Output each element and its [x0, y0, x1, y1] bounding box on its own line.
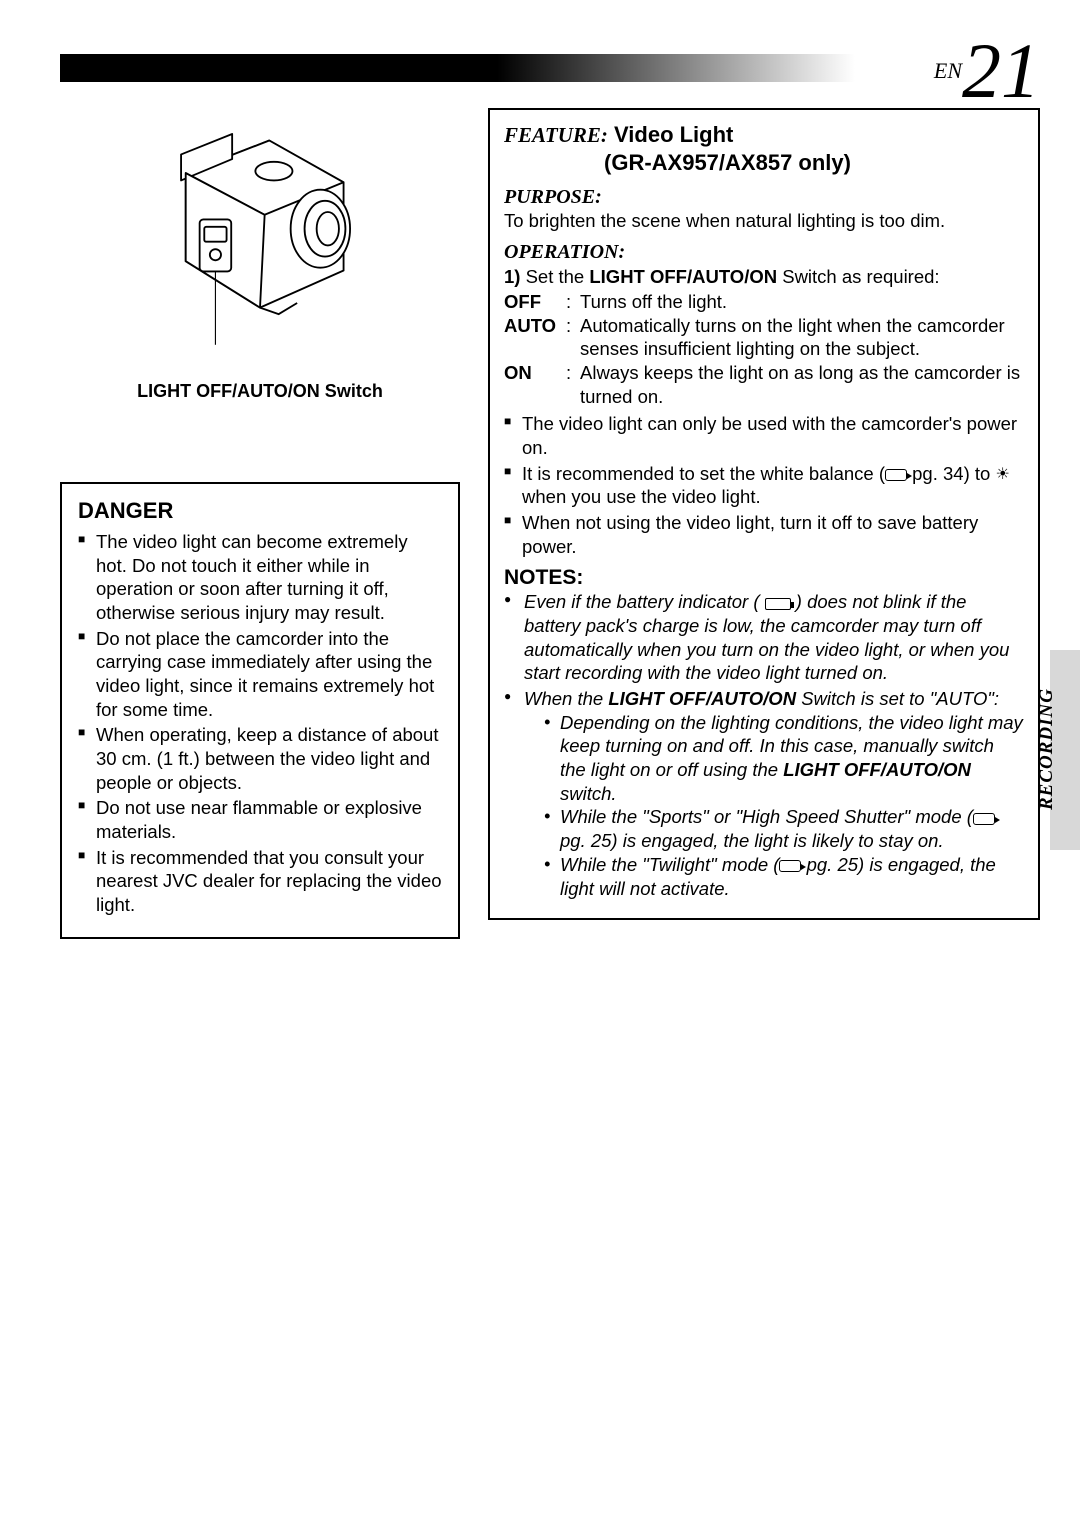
option-key: OFF: [504, 290, 566, 314]
page-ref-icon: [779, 860, 801, 872]
battery-icon: [765, 598, 791, 610]
page-header: EN 21: [60, 48, 1040, 90]
purpose-text: To brighten the scene when natural light…: [504, 209, 1024, 233]
page-lang: EN: [934, 58, 962, 84]
lamp-icon: ☀: [995, 465, 1009, 485]
page-number: 21: [962, 26, 1040, 116]
switch-options: OFF : Turns off the light. AUTO : Automa…: [504, 290, 1024, 408]
note-subitem: While the "Sports" or "High Speed Shutte…: [544, 805, 1024, 852]
note-subitem: Depending on the lighting conditions, th…: [544, 711, 1024, 806]
danger-title: DANGER: [78, 498, 442, 524]
danger-item: Do not use near flammable or explosive m…: [78, 796, 442, 843]
feature-panel: FEATURE: Video Light (GR-AX957/AX857 onl…: [488, 108, 1040, 920]
note-item: Even if the battery indicator ( ) does n…: [504, 590, 1024, 685]
step-text: Switch as required:: [777, 266, 939, 287]
danger-item: Do not place the camcorder into the carr…: [78, 627, 442, 722]
colon: :: [566, 314, 580, 361]
notes-sublist: Depending on the lighting conditions, th…: [544, 711, 1024, 900]
option-row: OFF : Turns off the light.: [504, 290, 1024, 314]
page-ref-icon: [885, 469, 907, 481]
camcorder-figure: LIGHT OFF/AUTO/ON Switch: [60, 108, 460, 402]
feature-title: Video Light: [614, 122, 733, 147]
option-row: AUTO : Automatically turns on the light …: [504, 314, 1024, 361]
option-value: Turns off the light.: [580, 290, 1024, 314]
op-note: It is recommended to set the white balan…: [504, 462, 1024, 509]
section-tab: RECORDING: [1050, 650, 1080, 850]
note-item: When the LIGHT OFF/AUTO/ON Switch is set…: [504, 687, 1024, 900]
operation-label: OPERATION:: [504, 241, 1024, 264]
feature-subtitle: (GR-AX957/AX857 only): [604, 150, 1024, 176]
option-key: ON: [504, 361, 566, 408]
header-gradient: [60, 54, 855, 82]
operation-step: 1) Set the LIGHT OFF/AUTO/ON Switch as r…: [504, 266, 1024, 288]
op-note: The video light can only be used with th…: [504, 412, 1024, 459]
camcorder-illustration: [120, 108, 400, 368]
danger-list: The video light can become extremely hot…: [78, 530, 442, 917]
step-text: Set the: [520, 266, 589, 287]
colon: :: [566, 361, 580, 408]
option-value: Automatically turns on the light when th…: [580, 314, 1024, 361]
figure-caption: LIGHT OFF/AUTO/ON Switch: [60, 381, 460, 402]
step-number: 1): [504, 266, 520, 287]
op-note: When not using the video light, turn it …: [504, 511, 1024, 558]
option-row: ON : Always keeps the light on as long a…: [504, 361, 1024, 408]
note-subitem: While the "Twilight" mode ( pg. 25) is e…: [544, 853, 1024, 900]
danger-item: When operating, keep a distance of about…: [78, 723, 442, 794]
purpose-label: PURPOSE:: [504, 186, 1024, 209]
feature-label: FEATURE:: [504, 123, 608, 147]
step-bold: LIGHT OFF/AUTO/ON: [589, 266, 777, 287]
operation-notes: The video light can only be used with th…: [504, 412, 1024, 558]
colon: :: [566, 290, 580, 314]
section-tab-label: RECORDING: [1036, 688, 1058, 810]
option-key: AUTO: [504, 314, 566, 361]
option-value: Always keeps the light on as long as the…: [580, 361, 1024, 408]
notes-list: Even if the battery indicator ( ) does n…: [504, 590, 1024, 900]
danger-item: It is recommended that you consult your …: [78, 846, 442, 917]
page-ref-icon: [973, 813, 995, 825]
feature-heading: FEATURE: Video Light: [504, 122, 1024, 148]
danger-box: DANGER The video light can become extrem…: [60, 482, 460, 939]
danger-item: The video light can become extremely hot…: [78, 530, 442, 625]
notes-title: NOTES:: [504, 566, 1024, 590]
